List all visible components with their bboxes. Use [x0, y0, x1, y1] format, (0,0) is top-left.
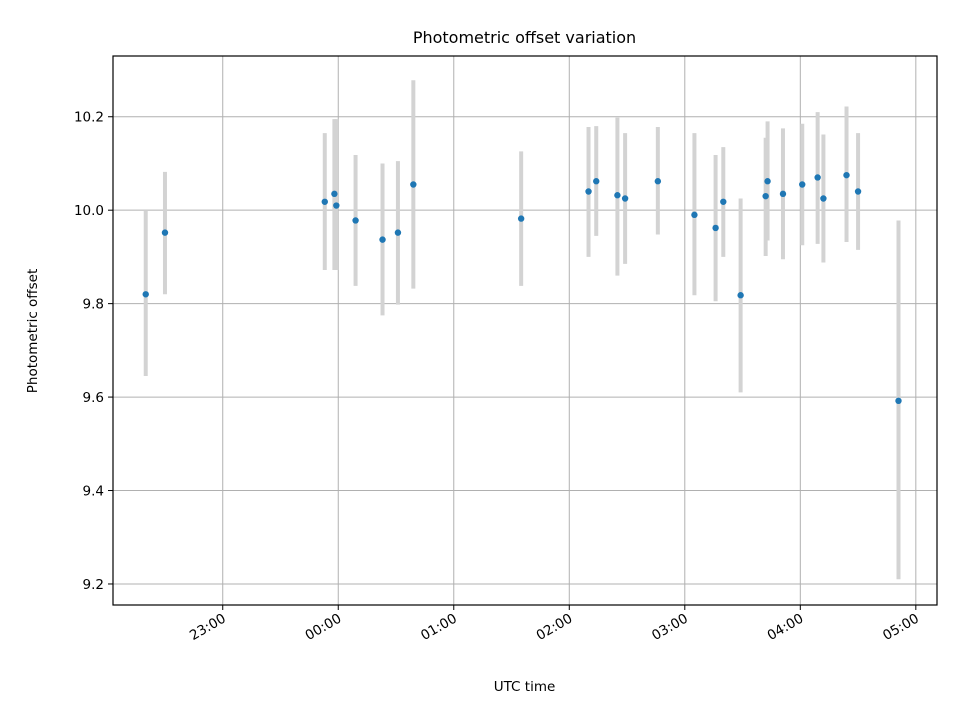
data-point	[161, 229, 169, 236]
y-axis-label: Photometric offset	[25, 269, 41, 393]
y-tick-label: 10.2	[74, 110, 104, 126]
data-point	[352, 217, 359, 224]
data-point	[854, 188, 862, 195]
data-point	[737, 292, 744, 299]
x-tick-label: 01:00	[418, 611, 460, 644]
x-tick-label: 23:00	[187, 611, 229, 644]
data-point	[799, 181, 806, 188]
data-point	[410, 181, 417, 188]
data-point	[142, 291, 149, 298]
data-point	[764, 178, 771, 185]
data-points	[142, 171, 902, 405]
x-tick-label: 00:00	[303, 611, 345, 644]
data-point	[712, 224, 719, 232]
data-point	[621, 195, 629, 202]
error-bars	[143, 80, 901, 580]
data-point	[820, 195, 827, 202]
data-point	[585, 188, 592, 195]
y-tick-label: 9.2	[83, 577, 104, 593]
x-tick-label: 03:00	[649, 611, 691, 644]
data-point	[779, 190, 787, 198]
chart-title: Photometric offset variation	[413, 28, 636, 47]
y-axis-ticks: 9.2 9.4 9.6 9.8 10.0 10.2	[74, 110, 113, 593]
x-tick-label: 04:00	[765, 611, 807, 644]
data-point	[331, 190, 338, 198]
data-point	[895, 397, 902, 405]
x-tick-label: 02:00	[534, 611, 576, 644]
data-point	[321, 198, 328, 205]
x-tick-label: 05:00	[880, 611, 922, 644]
grid	[113, 56, 937, 605]
data-point	[379, 236, 386, 243]
y-tick-label: 9.8	[83, 297, 104, 313]
data-point	[691, 211, 698, 219]
data-point	[614, 192, 621, 199]
data-point	[814, 174, 821, 181]
data-point	[843, 171, 850, 179]
data-point	[720, 198, 727, 205]
y-tick-label: 9.4	[83, 484, 104, 500]
data-point	[333, 202, 340, 209]
data-point	[517, 215, 525, 222]
data-point	[394, 229, 402, 236]
y-tick-label: 10.0	[74, 203, 104, 219]
data-point	[593, 178, 600, 185]
plot-frame	[112, 55, 938, 606]
data-point	[654, 178, 662, 185]
data-point	[762, 192, 769, 200]
y-tick-label: 9.6	[83, 390, 104, 406]
x-axis-label: UTC time	[494, 679, 556, 695]
x-axis-ticks: 23:00 00:00 01:00 02:00 03:00 04:00 05:00	[187, 605, 922, 644]
